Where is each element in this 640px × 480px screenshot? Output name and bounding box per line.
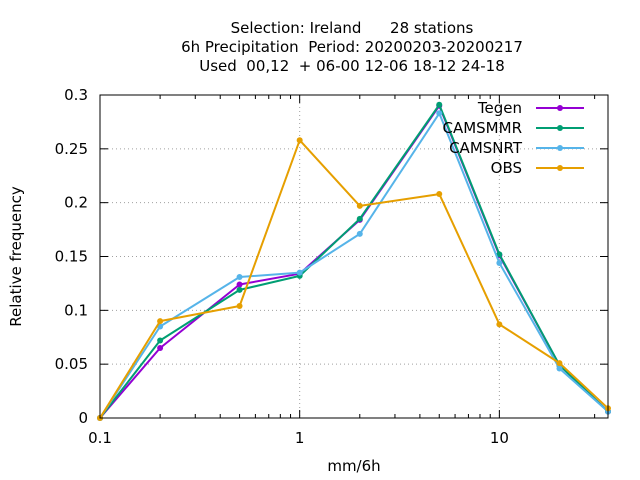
data-point-tegen: [157, 345, 164, 352]
grid: [100, 95, 608, 418]
legend-label-obs: OBS: [491, 159, 522, 177]
data-point-obs: [436, 191, 443, 198]
legend-marker-obs: [557, 165, 563, 171]
x-tick-label: 0.1: [88, 429, 112, 447]
data-point-obs: [236, 303, 243, 310]
legend-marker-camsnrt: [557, 145, 563, 151]
data-point-camsmmr: [236, 286, 243, 293]
series-line-tegen: [99, 104, 609, 419]
legend-marker-tegen: [557, 105, 563, 111]
data-point-camsnrt: [496, 259, 503, 266]
series-lines: [97, 101, 611, 421]
data-point-camsnrt: [436, 110, 443, 117]
y-tick-label: 0.05: [55, 355, 88, 373]
data-point-obs: [556, 360, 563, 367]
series-line-camsmmr: [99, 103, 609, 419]
data-point-camsmmr: [436, 101, 443, 108]
y-tick-label: 0.15: [55, 248, 88, 266]
data-point-camsmmr: [157, 337, 164, 344]
data-point-obs: [296, 137, 303, 144]
legend-label-tegen: Tegen: [477, 99, 522, 117]
title-line-3: Used 00,12 + 06-00 12-06 18-12 24-18: [199, 57, 505, 75]
y-tick-label: 0.3: [64, 86, 88, 104]
title-line-1: Selection: Ireland 28 stations: [231, 19, 474, 37]
data-point-camsmmr: [496, 251, 503, 258]
data-point-camsnrt: [556, 365, 563, 372]
x-tick-label: 10: [490, 429, 509, 447]
series-line-obs: [99, 139, 609, 419]
data-point-obs: [356, 202, 363, 209]
y-tick-label: 0.25: [55, 140, 88, 158]
data-point-camsnrt: [296, 269, 303, 276]
data-point-camsnrt: [356, 230, 363, 237]
y-axis-label: Relative frequency: [7, 186, 25, 327]
data-point-obs: [157, 318, 164, 325]
series-line-camsnrt: [99, 112, 609, 419]
x-tick-label: 1: [295, 429, 305, 447]
axis-ticks: 0 0.05 0.1 0.15 0.2 0.25 0.3 0.1 1 10: [55, 86, 608, 447]
legend-marker-camsmmr: [557, 125, 563, 131]
x-axis-label: mm/6h: [327, 457, 380, 475]
y-tick-label: 0.2: [64, 194, 88, 212]
data-point-camsmmr: [356, 215, 363, 222]
data-point-obs: [496, 321, 503, 328]
legend-label-camsnrt: CAMSNRT: [449, 139, 523, 157]
y-tick-label: 0: [78, 409, 88, 427]
title-line-2: 6h Precipitation Period: 20200203-202002…: [181, 38, 523, 56]
legend: Tegen CAMSMMR CAMSNRT OBS: [442, 99, 584, 177]
y-tick-label: 0.1: [64, 301, 88, 319]
legend-label-camsmmr: CAMSMMR: [442, 119, 522, 137]
data-point-camsnrt: [236, 273, 243, 280]
data-point-tegen: [236, 281, 243, 288]
